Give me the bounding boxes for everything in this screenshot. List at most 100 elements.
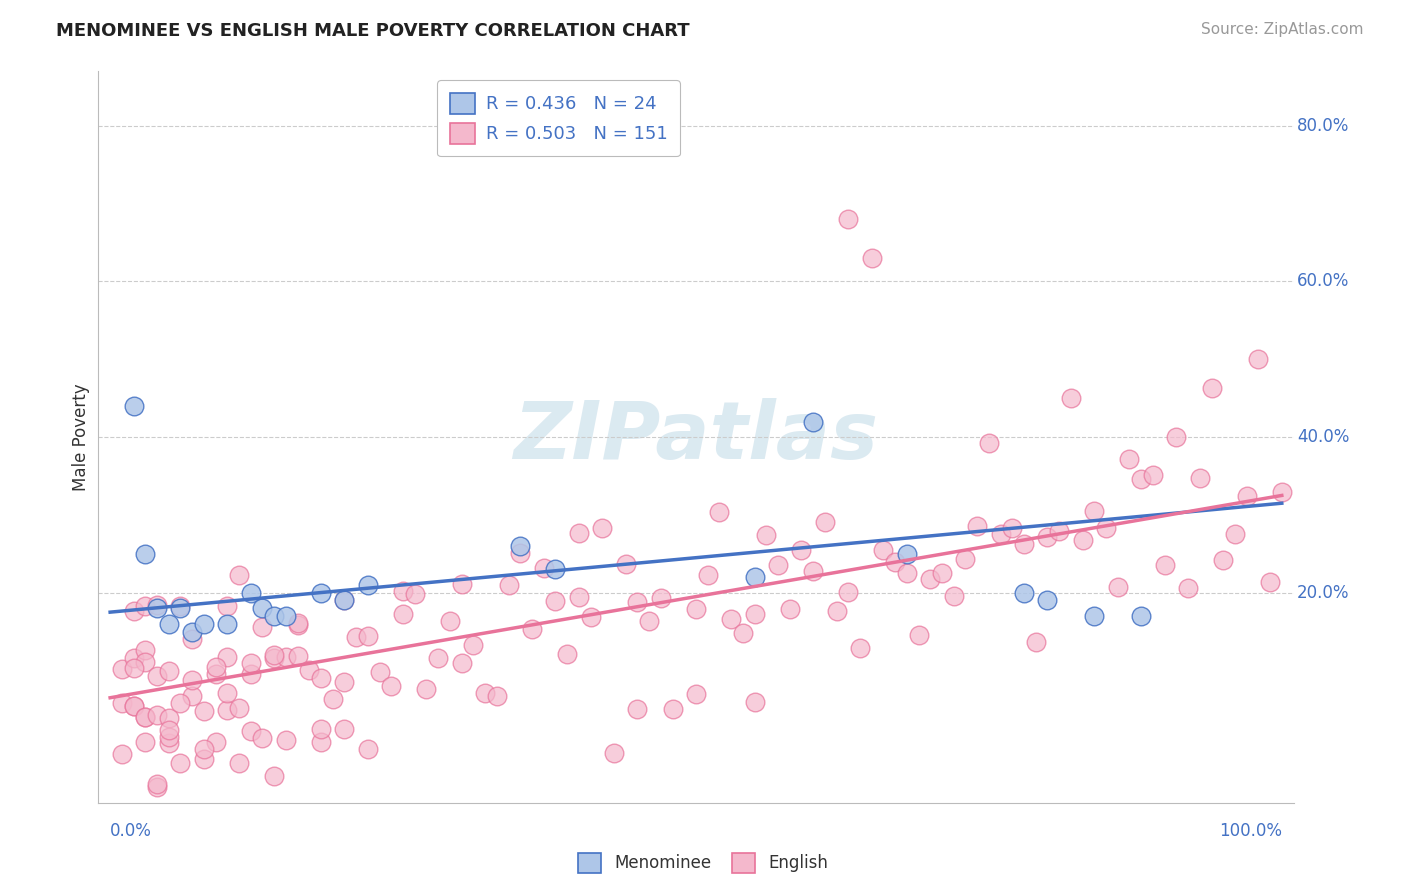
Point: [485, 689, 508, 703]
Point: [1025, 635, 1047, 649]
Point: [509, 539, 531, 553]
Point: [157, 664, 180, 678]
Point: [990, 527, 1012, 541]
Point: [415, 681, 437, 696]
Point: [731, 625, 754, 640]
Point: [322, 691, 344, 706]
Point: [1001, 521, 1024, 535]
Point: [263, 769, 285, 783]
Point: [298, 663, 321, 677]
Point: [217, 616, 239, 631]
Point: [1188, 470, 1211, 484]
Text: MENOMINEE VS ENGLISH MALE POVERTY CORRELATION CHART: MENOMINEE VS ENGLISH MALE POVERTY CORREL…: [56, 22, 690, 40]
Point: [181, 689, 204, 703]
Point: [427, 651, 450, 665]
Y-axis label: Male Poverty: Male Poverty: [72, 384, 90, 491]
Point: [568, 526, 591, 541]
Point: [274, 609, 297, 624]
Point: [801, 415, 824, 429]
Legend: R = 0.436   N = 24, R = 0.503   N = 151: R = 0.436 N = 24, R = 0.503 N = 151: [437, 80, 681, 156]
Point: [193, 752, 215, 766]
Point: [122, 699, 145, 714]
Legend: Menominee, English: Menominee, English: [571, 847, 835, 880]
Point: [146, 669, 169, 683]
Point: [1271, 484, 1294, 499]
Point: [1036, 593, 1059, 607]
Point: [966, 519, 988, 533]
Point: [801, 564, 824, 578]
Text: 60.0%: 60.0%: [1298, 272, 1350, 291]
Point: [333, 723, 356, 737]
Point: [920, 572, 942, 586]
Point: [509, 546, 531, 560]
Point: [181, 624, 204, 639]
Point: [309, 735, 332, 749]
Point: [217, 686, 239, 700]
Point: [193, 741, 215, 756]
Point: [111, 747, 134, 761]
Point: [134, 599, 156, 613]
Point: [977, 436, 1000, 450]
Point: [274, 649, 297, 664]
Point: [814, 515, 837, 529]
Point: [650, 591, 672, 605]
Point: [309, 671, 332, 685]
Point: [146, 601, 169, 615]
Point: [122, 651, 145, 665]
Point: [907, 628, 929, 642]
Point: [931, 566, 953, 580]
Point: [896, 566, 918, 580]
Point: [439, 614, 461, 628]
Point: [1258, 574, 1281, 589]
Point: [955, 552, 977, 566]
Point: [204, 660, 226, 674]
Point: [228, 567, 250, 582]
Point: [134, 643, 156, 657]
Point: [274, 732, 297, 747]
Point: [755, 527, 778, 541]
Point: [217, 599, 239, 614]
Point: [193, 616, 215, 631]
Point: [1012, 537, 1035, 551]
Point: [111, 696, 134, 710]
Point: [790, 543, 813, 558]
Point: [779, 602, 801, 616]
Point: [498, 578, 520, 592]
Text: 40.0%: 40.0%: [1298, 428, 1350, 446]
Point: [1201, 381, 1223, 395]
Point: [626, 702, 648, 716]
Point: [252, 731, 274, 745]
Point: [392, 607, 415, 621]
Point: [122, 604, 145, 618]
Point: [1247, 352, 1270, 367]
Point: [263, 609, 285, 624]
Point: [146, 780, 169, 795]
Point: [450, 656, 472, 670]
Point: [896, 547, 918, 561]
Point: [263, 651, 285, 665]
Point: [766, 558, 789, 572]
Point: [344, 630, 367, 644]
Point: [544, 594, 567, 608]
Point: [1083, 609, 1105, 624]
Point: [134, 710, 156, 724]
Point: [169, 696, 191, 710]
Point: [463, 638, 485, 652]
Point: [849, 640, 872, 655]
Point: [614, 557, 637, 571]
Point: [837, 212, 859, 227]
Point: [122, 661, 145, 675]
Point: [1177, 581, 1199, 595]
Point: [157, 616, 180, 631]
Point: [333, 675, 356, 690]
Point: [450, 577, 472, 591]
Point: [685, 687, 707, 701]
Point: [157, 730, 180, 744]
Point: [884, 555, 907, 569]
Point: [122, 399, 145, 413]
Point: [392, 584, 415, 599]
Point: [146, 708, 169, 723]
Point: [181, 673, 204, 687]
Point: [122, 699, 145, 714]
Text: 80.0%: 80.0%: [1298, 117, 1350, 135]
